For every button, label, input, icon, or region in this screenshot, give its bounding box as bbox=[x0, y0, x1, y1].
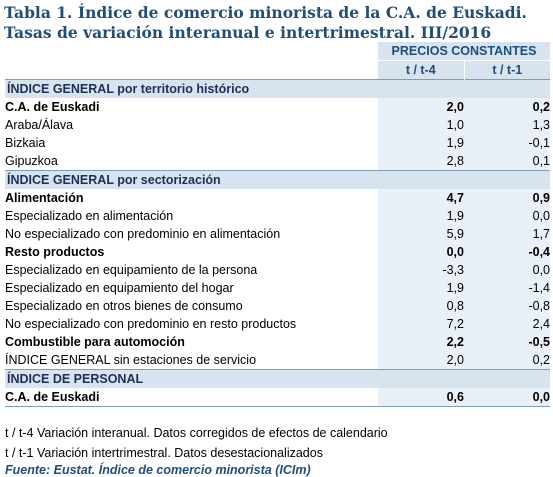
section-title: ÍNDICE DE PERSONAL bbox=[5, 369, 378, 388]
section-header-cell bbox=[378, 170, 464, 189]
table-row: Especializado en equipamiento del hogar 1… bbox=[5, 279, 551, 297]
row-label: Especializado en alimentación bbox=[5, 209, 174, 223]
table-row: Resto productos 0,0 -0,4 bbox=[5, 243, 551, 261]
section-header-row: ÍNDICE GENERAL por sectorización bbox=[5, 170, 551, 189]
table-row: Araba/Álava 1,0 1,3 bbox=[5, 116, 551, 134]
row-label: C.A. de Euskadi bbox=[5, 388, 378, 407]
source-note: Fuente: Eustat. Índice de comercio minor… bbox=[5, 463, 311, 477]
title-line-1: Tabla 1. Índice de comercio minorista de… bbox=[4, 3, 527, 22]
value-t4: 0,8 bbox=[378, 297, 464, 315]
header-blank-2 bbox=[5, 60, 378, 80]
section-header-cell bbox=[464, 79, 551, 98]
value-t1: 0,0 bbox=[464, 261, 551, 279]
value-t4: 1,9 bbox=[378, 134, 464, 152]
table-row: Especializado en alimentación 1,9 0,0 bbox=[5, 207, 551, 225]
table-row: Bizkaia 1,9 -0,1 bbox=[5, 134, 551, 152]
value-t4: 2,2 bbox=[378, 333, 464, 351]
table-row: Gipuzkoa 2,8 0,1 bbox=[5, 152, 551, 171]
row-label: Gipuzkoa bbox=[5, 154, 58, 168]
table-row: Alimentación 4,7 0,9 bbox=[5, 189, 551, 207]
note-intertrimestral: t / t-1 Variación intertrimestral. Datos… bbox=[5, 446, 323, 460]
value-t4: 1,0 bbox=[378, 116, 464, 134]
value-t4: 1,9 bbox=[378, 279, 464, 297]
table-row: Combustible para automoción 2,2 -0,5 bbox=[5, 333, 551, 351]
data-table: PRECIOS CONSTANTES t / t-4 t / t-1 ÍNDIC… bbox=[5, 42, 551, 407]
table-body: PRECIOS CONSTANTES t / t-4 t / t-1 ÍNDIC… bbox=[5, 42, 551, 407]
row-label: No especializado con predominio en resto… bbox=[5, 317, 297, 331]
table-row: C.A. de Euskadi 0,6 0,0 bbox=[5, 388, 551, 407]
section-header-row: ÍNDICE DE PERSONAL bbox=[5, 369, 551, 388]
table-row: ÍNDICE GENERAL sin estaciones de servici… bbox=[5, 351, 551, 370]
table-row: Especializado en equipamiento de la pers… bbox=[5, 261, 551, 279]
header-row-group: PRECIOS CONSTANTES bbox=[5, 42, 551, 61]
value-t4: 2,0 bbox=[378, 351, 464, 370]
header-group-label: PRECIOS CONSTANTES bbox=[378, 42, 551, 61]
header-row-columns: t / t-4 t / t-1 bbox=[5, 60, 551, 80]
value-t1: 1,7 bbox=[464, 225, 551, 243]
table-row: No especializado con predominio en alime… bbox=[5, 225, 551, 243]
value-t1: -0,1 bbox=[464, 134, 551, 152]
section-title: ÍNDICE GENERAL por sectorización bbox=[5, 170, 378, 189]
value-t1: 0,2 bbox=[464, 351, 551, 370]
footnotes: t / t-4 Variación interanual. Datos corr… bbox=[5, 423, 388, 477]
row-label: Resto productos bbox=[5, 245, 105, 259]
value-t4: 2,8 bbox=[378, 152, 464, 171]
row-label: Alimentación bbox=[5, 191, 84, 205]
value-t1: -0,4 bbox=[464, 243, 551, 261]
row-label: Bizkaia bbox=[5, 136, 46, 150]
table-title: Tabla 1. Índice de comercio minorista de… bbox=[4, 3, 552, 43]
value-t1: 0,0 bbox=[464, 388, 551, 407]
value-t4: 2,0 bbox=[378, 98, 464, 116]
value-t4: 5,9 bbox=[378, 225, 464, 243]
table-row: Especializado en otros bienes de consumo… bbox=[5, 297, 551, 315]
value-t1: 0,2 bbox=[464, 98, 551, 116]
row-label: Especializado en equipamiento del hogar bbox=[5, 281, 234, 295]
value-t1: 1,3 bbox=[464, 116, 551, 134]
section-header-row: ÍNDICE GENERAL por territorio histórico bbox=[5, 79, 551, 98]
row-label: Especializado en otros bienes de consumo bbox=[5, 299, 243, 313]
header-col-t1: t / t-1 bbox=[463, 60, 551, 80]
value-t1: -0,8 bbox=[464, 297, 551, 315]
value-t1: -0,5 bbox=[464, 333, 551, 351]
value-t4: 1,9 bbox=[378, 207, 464, 225]
section-header-cell bbox=[464, 369, 551, 388]
value-t1: 0,9 bbox=[464, 189, 551, 207]
row-label: Especializado en equipamiento de la pers… bbox=[5, 263, 258, 277]
section-title: ÍNDICE GENERAL por territorio histórico bbox=[5, 79, 378, 98]
value-t4: 7,2 bbox=[378, 315, 464, 333]
value-t1: -1,4 bbox=[464, 279, 551, 297]
value-t4: 0,0 bbox=[378, 243, 464, 261]
section-header-cell bbox=[464, 170, 551, 189]
note-interanual: t / t-4 Variación interanual. Datos corr… bbox=[5, 426, 388, 440]
section-header-cell bbox=[378, 369, 464, 388]
value-t1: 0,0 bbox=[464, 207, 551, 225]
row-label: C.A. de Euskadi bbox=[5, 100, 100, 114]
value-t4: -3,3 bbox=[378, 261, 464, 279]
row-label: Combustible para automoción bbox=[5, 335, 185, 349]
value-t1: 2,4 bbox=[464, 315, 551, 333]
table-row: C.A. de Euskadi 2,0 0,2 bbox=[5, 98, 551, 116]
row-label: Araba/Álava bbox=[5, 118, 74, 132]
value-t1: 0,1 bbox=[464, 152, 551, 171]
value-t4: 4,7 bbox=[378, 189, 464, 207]
header-col-t4: t / t-4 bbox=[378, 60, 464, 80]
row-label: ÍNDICE GENERAL sin estaciones de servici… bbox=[5, 353, 257, 367]
row-label: No especializado con predominio en alime… bbox=[5, 227, 281, 241]
title-line-2: Tasas de variación interanual e intertri… bbox=[4, 23, 492, 42]
value-t4: 0,6 bbox=[378, 388, 464, 407]
header-blank bbox=[5, 42, 378, 61]
section-header-cell bbox=[378, 79, 464, 98]
table-row: No especializado con predominio en resto… bbox=[5, 315, 551, 333]
